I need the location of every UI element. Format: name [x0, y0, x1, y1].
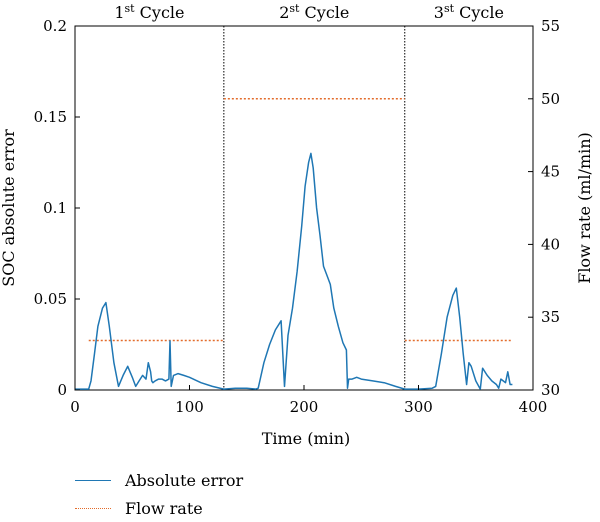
legend-label-absolute-error: Absolute error: [125, 470, 244, 490]
legend: Absolute error Flow rate: [75, 466, 243, 522]
y-right-tick-label-3: 45: [541, 163, 560, 181]
y-right-tick-label-2: 40: [541, 235, 560, 253]
y-left-tick-label-1: 0.05: [34, 290, 67, 308]
y-left-tick-label-0: 0: [57, 381, 67, 399]
x-tick-label-4: 400: [519, 398, 548, 416]
y-left-tick-label-2: 0.1: [43, 199, 67, 217]
x-tick-label-3: 300: [404, 398, 433, 416]
legend-swatch-flow-rate: [75, 507, 111, 509]
legend-item-flow-rate: Flow rate: [75, 494, 243, 522]
cycle-label-1: 1st Cycle: [114, 2, 184, 22]
cycle-label-2: 2st Cycle: [279, 2, 349, 22]
cycle-labels: 1st Cycle 2st Cycle 3st Cycle: [114, 2, 504, 22]
y-left-tick-label-4: 0.2: [43, 17, 67, 35]
left-axis-ticks: 0 0.05 0.1 0.15 0.2: [34, 17, 80, 399]
y-right-tick-label-5: 55: [541, 17, 560, 35]
plot-area: [74, 25, 534, 391]
x-axis-title: Time (min): [262, 429, 351, 448]
y-right-axis-title: Flow rate (ml/min): [575, 132, 594, 284]
legend-swatch-absolute-error: [75, 479, 111, 481]
x-tick-label-2: 200: [290, 398, 319, 416]
x-axis-ticks: 0 100 200 300 400: [70, 385, 547, 416]
cycle-label-3: 3st Cycle: [434, 2, 504, 22]
y-right-tick-label-0: 30: [541, 381, 560, 399]
absolute-error-line: [75, 152, 513, 390]
y-left-tick-label-3: 0.15: [34, 108, 67, 126]
plot-frame: [74, 25, 534, 391]
y-right-tick-label-4: 50: [541, 90, 560, 108]
y-left-axis-title: SOC absolute error: [0, 129, 18, 287]
legend-item-absolute-error: Absolute error: [75, 466, 243, 494]
y-right-tick-label-1: 35: [541, 308, 560, 326]
x-tick-label-0: 0: [70, 398, 80, 416]
legend-label-flow-rate: Flow rate: [125, 498, 203, 518]
right-axis-ticks: 30 35 40 45 50 55: [528, 17, 560, 399]
x-tick-label-1: 100: [175, 398, 204, 416]
